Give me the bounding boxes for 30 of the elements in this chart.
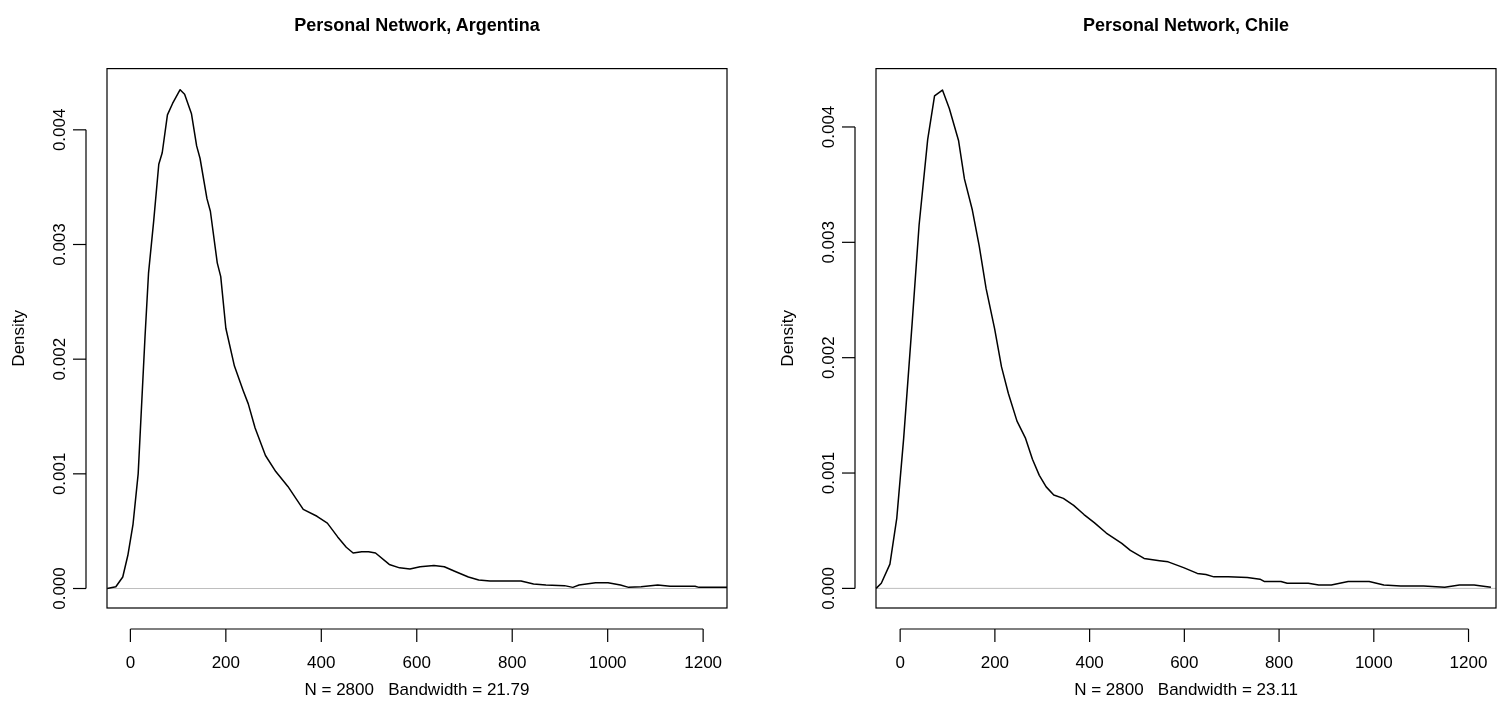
y-tick-label: 0.001 (819, 451, 838, 495)
y-tick-label: 0.000 (50, 567, 69, 610)
x-tick-label: 400 (1075, 653, 1104, 672)
x-tick-label: 200 (211, 653, 241, 672)
x-axis-title: N = 2800 Bandwidth = 21.79 (304, 680, 530, 699)
x-tick-label: 600 (1170, 653, 1199, 672)
x-tick-label: 200 (980, 653, 1010, 672)
x-tick-label: 800 (1264, 653, 1294, 672)
y-axis-title: Density (9, 309, 28, 367)
y-tick-label: 0.002 (50, 337, 69, 381)
y-tick-label: 0.004 (819, 105, 838, 149)
y-tick-label: 0.003 (819, 221, 838, 264)
y-tick-label: 0.003 (50, 223, 69, 266)
y-tick-label: 0.002 (819, 336, 838, 379)
y-tick-label: 0.004 (50, 108, 69, 152)
x-tick-label: 1000 (1354, 653, 1393, 672)
y-tick-label: 0.000 (819, 567, 838, 610)
x-axis-title: N = 2800 Bandwidth = 23.11 (1074, 680, 1298, 699)
chart-title: Personal Network, Argentina (294, 15, 541, 35)
x-tick-label: 800 (498, 653, 527, 672)
x-tick-label: 1000 (588, 653, 627, 672)
x-tick-label: 0 (895, 653, 905, 672)
chart-title: Personal Network, Chile (1082, 15, 1290, 35)
y-tick-label: 0.001 (50, 452, 69, 496)
x-tick-label: 400 (307, 653, 336, 672)
x-tick-label: 1200 (684, 653, 723, 672)
x-tick-label: 0 (125, 653, 136, 672)
x-tick-label: 1200 (1449, 653, 1488, 672)
y-axis-title: Density (778, 309, 797, 367)
x-tick-label: 600 (402, 653, 431, 672)
